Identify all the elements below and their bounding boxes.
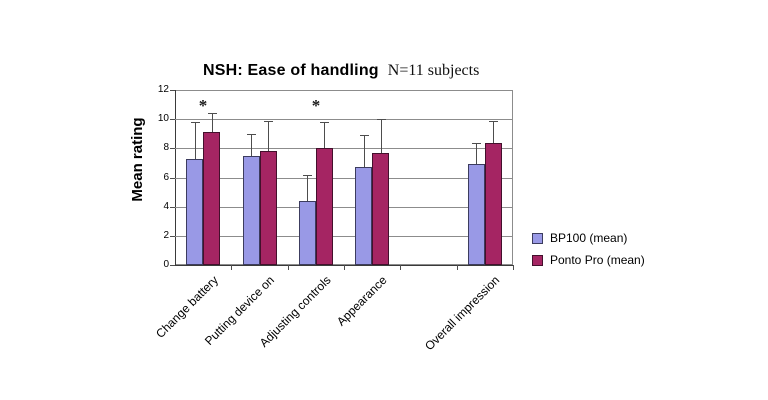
error-bar-cap bbox=[320, 122, 329, 123]
legend-swatch-ponto-pro bbox=[532, 254, 543, 266]
y-axis-tick bbox=[170, 207, 175, 208]
bar bbox=[355, 167, 372, 265]
error-bar bbox=[251, 134, 252, 156]
error-bar bbox=[268, 121, 269, 151]
error-bar-cap bbox=[247, 134, 256, 135]
error-bar-cap bbox=[472, 143, 481, 144]
bar bbox=[260, 151, 277, 265]
error-bar bbox=[381, 119, 382, 153]
y-axis-tick bbox=[170, 265, 175, 266]
x-tick-label: Appearance bbox=[334, 273, 391, 329]
error-bar-cap bbox=[208, 113, 217, 114]
chart-title: NSH: Ease of handling bbox=[203, 62, 379, 79]
error-bar-cap bbox=[191, 122, 200, 123]
gridline bbox=[175, 119, 513, 120]
significance-asterisk: * bbox=[198, 96, 208, 115]
x-axis-tick bbox=[344, 265, 345, 270]
x-axis-tick bbox=[457, 265, 458, 270]
error-bar-cap bbox=[377, 119, 386, 120]
y-axis-tick bbox=[170, 236, 175, 237]
y-tick-label: 0 bbox=[163, 259, 169, 270]
error-bar bbox=[195, 122, 196, 159]
y-axis-label: Mean rating bbox=[129, 117, 146, 202]
legend-label-bp100: BP100 (mean) bbox=[550, 231, 628, 245]
bar bbox=[203, 132, 220, 265]
chart-title-row: NSH: Ease of handling N=11 subjects bbox=[203, 62, 479, 80]
y-axis-tick bbox=[170, 119, 175, 120]
y-tick-label: 10 bbox=[157, 113, 169, 124]
y-axis-tick bbox=[170, 90, 175, 91]
bar bbox=[299, 201, 316, 265]
bar bbox=[372, 153, 389, 265]
bar bbox=[186, 159, 203, 265]
y-tick-label: 4 bbox=[163, 201, 169, 212]
x-axis-line bbox=[172, 265, 514, 266]
bar bbox=[243, 156, 260, 265]
legend-swatch-bp100 bbox=[532, 232, 543, 244]
legend-item-ponto-pro: Ponto Pro (mean) bbox=[532, 253, 645, 267]
x-axis-tick bbox=[400, 265, 401, 270]
y-axis-tick bbox=[170, 178, 175, 179]
y-tick-label: 6 bbox=[163, 172, 169, 183]
error-bar bbox=[212, 113, 213, 132]
gridline bbox=[175, 236, 513, 237]
legend: BP100 (mean) Ponto Pro (mean) bbox=[532, 231, 645, 275]
error-bar bbox=[307, 175, 308, 201]
chart-subtitle: N=11 subjects bbox=[387, 62, 480, 79]
legend-item-bp100: BP100 (mean) bbox=[532, 231, 645, 245]
y-tick-label: 12 bbox=[157, 84, 169, 95]
error-bar bbox=[493, 121, 494, 143]
error-bar-cap bbox=[303, 175, 312, 176]
error-bar bbox=[476, 143, 477, 164]
x-tick-label: Overall impression bbox=[422, 273, 503, 354]
bar bbox=[485, 143, 502, 265]
gridline bbox=[175, 178, 513, 179]
y-axis-tick bbox=[170, 148, 175, 149]
y-tick-label: 8 bbox=[163, 142, 169, 153]
x-axis-tick bbox=[288, 265, 289, 270]
x-axis-tick bbox=[513, 265, 514, 270]
error-bar-cap bbox=[489, 121, 498, 122]
y-tick-label: 2 bbox=[163, 230, 169, 241]
bar bbox=[316, 148, 333, 265]
x-axis-tick bbox=[231, 265, 232, 270]
bar bbox=[468, 164, 485, 265]
significance-asterisk: * bbox=[311, 96, 321, 115]
legend-label-ponto-pro: Ponto Pro (mean) bbox=[550, 253, 645, 267]
gridline bbox=[175, 207, 513, 208]
gridline bbox=[175, 148, 513, 149]
error-bar-cap bbox=[360, 135, 369, 136]
error-bar bbox=[364, 135, 365, 167]
error-bar-cap bbox=[264, 121, 273, 122]
error-bar bbox=[324, 122, 325, 148]
